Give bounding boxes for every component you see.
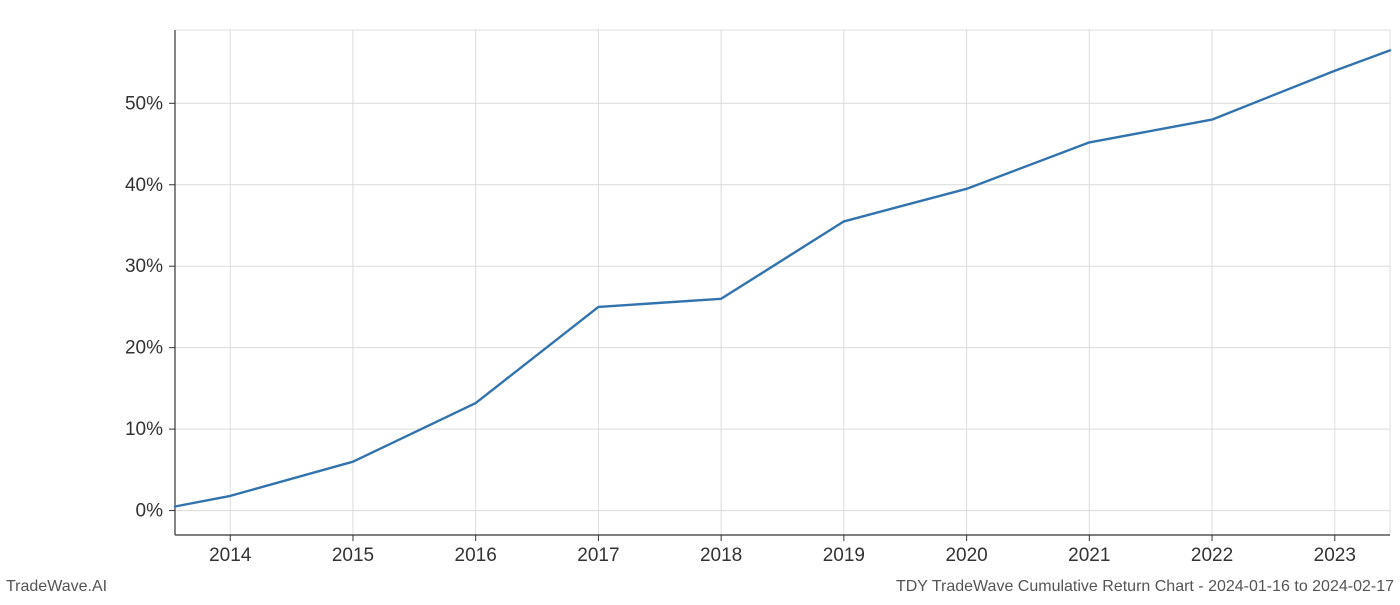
x-tick-label: 2022 <box>1191 545 1233 566</box>
x-tick-label: 2016 <box>455 545 497 566</box>
y-tick-label: 50% <box>125 93 163 114</box>
x-tick-label: 2014 <box>209 545 252 566</box>
x-tick-label: 2018 <box>700 545 742 566</box>
y-tick-label: 40% <box>125 175 163 196</box>
footer-brand: TradeWave.AI <box>6 578 107 596</box>
line-chart: 2014 2015 2016 2017 2018 2019 2020 2021 2022 2023… <box>0 0 1400 600</box>
x-tick-label: 2023 <box>1314 545 1356 566</box>
y-tick-label: 10% <box>125 419 163 440</box>
x-tick-label: 2020 <box>945 545 987 566</box>
footer-caption: TDY TradeWave Cumulative Return Chart - … <box>896 578 1394 596</box>
x-tick-label: 2019 <box>823 545 865 566</box>
y-tick-label: 30% <box>125 256 163 277</box>
x-tick-label: 2015 <box>332 545 374 566</box>
chart-container: 2014 2015 2016 2017 2018 2019 2020 2021 2022 2023… <box>0 0 1400 600</box>
y-tick-label: 20% <box>125 338 163 359</box>
y-tick-label: 0% <box>136 501 164 522</box>
x-tick-label: 2017 <box>577 545 619 566</box>
x-tick-label: 2021 <box>1068 545 1110 566</box>
